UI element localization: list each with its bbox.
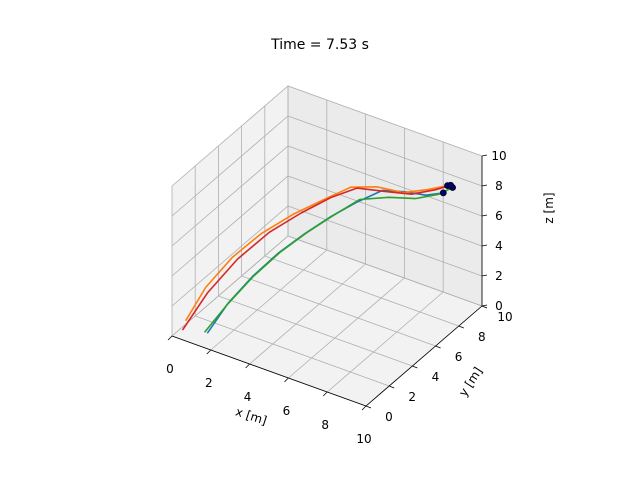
y-axis-line: [365, 305, 483, 407]
y-tick-mark: [458, 325, 464, 329]
z-gridline: [171, 85, 483, 187]
z-tick-mark: [481, 154, 488, 157]
z-tick-mark: [481, 244, 488, 247]
y-tick-mark: [435, 345, 441, 349]
y-gridline: [217, 146, 413, 367]
x-tick-label: 6: [283, 404, 291, 418]
y-axis-label: y [m]: [456, 365, 485, 399]
markers-group: [439, 181, 456, 197]
z-tick-mark: [481, 304, 488, 307]
z-tick-label: 0: [495, 299, 503, 313]
x-tick-label: 10: [356, 432, 371, 446]
x-tick-mark: [322, 391, 328, 397]
axes: [167, 154, 488, 411]
x-tick-label: 8: [321, 418, 329, 432]
y-tick-mark: [389, 385, 395, 389]
y-tick-label: 4: [432, 370, 440, 384]
series-group: [182, 184, 454, 334]
y-tick-label: 6: [455, 350, 463, 364]
x-tick-mark: [245, 363, 250, 369]
z-tick-label: 6: [495, 209, 503, 223]
trajectory-line-4: [182, 184, 452, 331]
endpoint-marker-4: [447, 181, 455, 189]
x-tick-mark: [361, 405, 367, 411]
x-tick-label: 4: [244, 390, 252, 404]
y-gridline: [287, 86, 483, 307]
y-tick-label: 8: [478, 330, 486, 344]
y-tick-mark: [412, 365, 418, 369]
x-tick-mark: [167, 335, 173, 341]
z-tick-mark: [481, 274, 488, 277]
z-tick-label: 10: [491, 149, 506, 163]
y-tick-label: 0: [385, 410, 393, 424]
x-tick-mark: [284, 377, 289, 383]
x-tick-label: 2: [205, 376, 213, 390]
y-tick-mark: [365, 405, 372, 409]
z-tick-mark: [481, 214, 488, 217]
z-tick-label: 8: [495, 179, 503, 193]
trajectory-line-2: [185, 184, 449, 322]
chart-title: Time = 7.53 s: [270, 37, 369, 53]
y-gridline: [264, 106, 459, 327]
y-tick-label: 10: [497, 310, 512, 324]
x-tick-mark: [206, 349, 212, 355]
z-tick-label: 2: [495, 269, 503, 283]
x-axis-line: [171, 335, 367, 407]
z-axis-label: z [m]: [542, 192, 556, 223]
x-tick-label: 0: [166, 362, 174, 376]
z-tick-mark: [481, 184, 488, 187]
y-tick-label: 2: [408, 390, 416, 404]
y-gridline: [241, 126, 436, 347]
trajectory-line-3: [204, 186, 454, 333]
z-tick-label: 4: [495, 239, 503, 253]
y-tick-mark: [481, 305, 488, 309]
endpoint-marker-1: [439, 189, 447, 197]
x-axis-label: x [m]: [234, 405, 269, 428]
y-gridline: [194, 166, 390, 387]
